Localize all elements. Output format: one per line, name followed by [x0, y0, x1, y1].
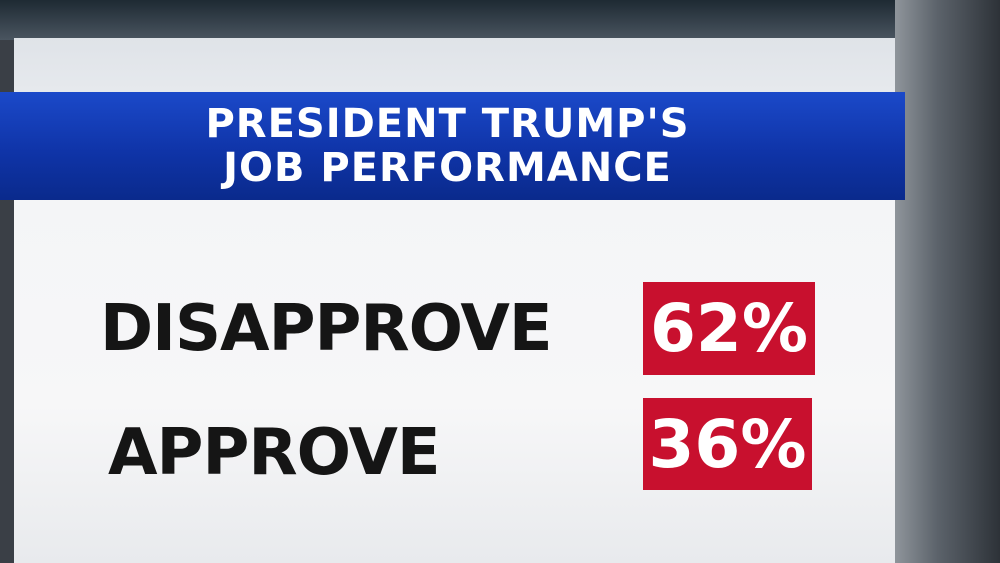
top-strip: [0, 0, 1000, 40]
row-value: 62%: [643, 282, 815, 375]
title-line: PRESIDENT TRUMP'S: [205, 101, 690, 147]
row-label: APPROVE: [108, 416, 441, 490]
row-label: DISAPPROVE: [100, 292, 553, 366]
row-value: 36%: [643, 398, 812, 490]
side-frame: [895, 0, 1000, 563]
title-line: JOB PERFORMANCE: [223, 145, 672, 191]
title-banner: PRESIDENT TRUMP'S JOB PERFORMANCE: [0, 92, 905, 200]
